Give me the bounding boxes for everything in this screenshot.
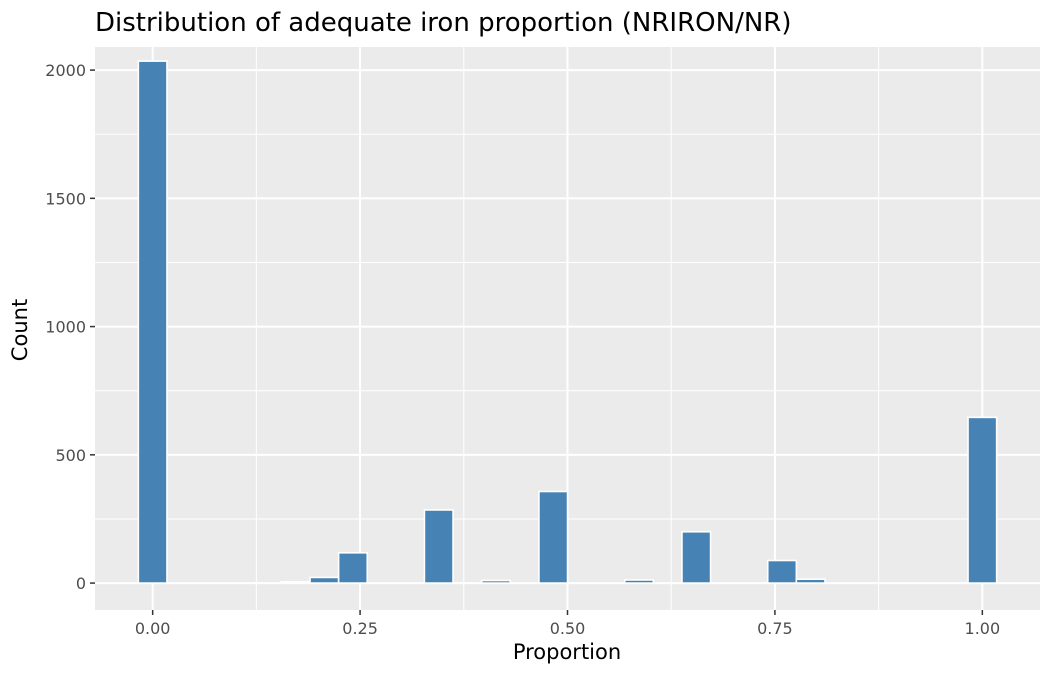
histogram-bar [967, 416, 998, 584]
x-tick-label: 0.50 [550, 619, 586, 638]
histogram-bar [309, 576, 340, 584]
x-axis-ticks: 0.00 0.25 0.50 0.75 1.00 [135, 610, 1000, 638]
y-axis-ticks: 0 500 1000 1500 2000 [45, 61, 95, 593]
histogram-bar [337, 552, 369, 584]
histogram-bar [137, 60, 168, 584]
x-tick-label: 0.25 [342, 619, 378, 638]
histogram-bars [137, 60, 998, 584]
x-tick-label: 0.00 [135, 619, 171, 638]
chart-title: Distribution of adequate iron proportion… [95, 8, 792, 38]
histogram-bar [423, 509, 454, 584]
histogram-bar [280, 580, 311, 584]
y-tick-label: 500 [55, 446, 86, 465]
histogram-bar [795, 578, 826, 584]
y-tick-label: 1500 [45, 189, 86, 208]
y-axis-title: Count [8, 299, 32, 361]
histogram-bar [766, 559, 798, 584]
x-axis-title: Proportion [513, 640, 621, 664]
histogram-bar [681, 530, 712, 584]
x-tick-label: 1.00 [965, 619, 1001, 638]
histogram-bar [538, 490, 569, 584]
y-tick-label: 1000 [45, 318, 86, 337]
x-tick-label: 0.75 [757, 619, 793, 638]
y-tick-label: 2000 [45, 61, 86, 80]
histogram-bar [623, 579, 655, 584]
histogram-bar [480, 579, 512, 584]
y-tick-label: 0 [76, 574, 86, 593]
